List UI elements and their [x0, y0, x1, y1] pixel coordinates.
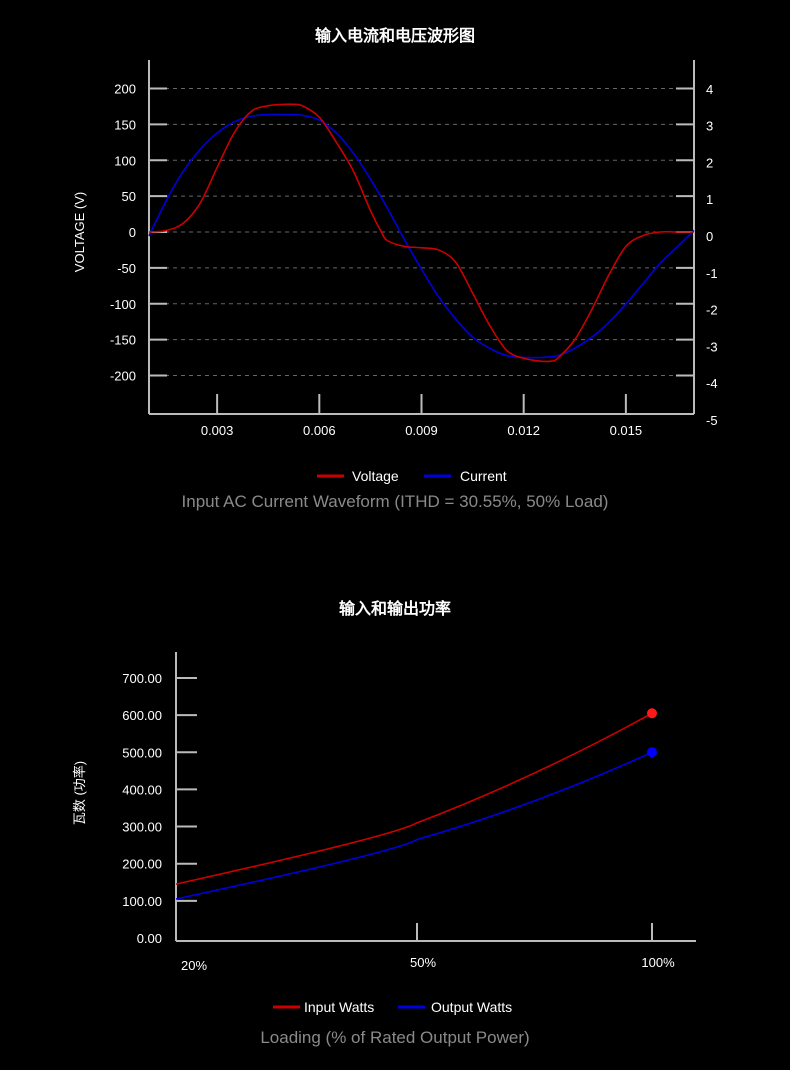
- y-axis-label: 瓦数 (功率): [72, 761, 87, 825]
- y2-tick-label: -4: [706, 376, 718, 391]
- y-tick-label: 100.00: [122, 894, 162, 909]
- legend-current-label: Current: [460, 468, 507, 484]
- waveform-chart: 200 150 100 50 0 -50 -100 -150 -200 4 3 2 1 0 -1 -2 -3 -4…: [72, 60, 718, 484]
- y-tick-label: 50: [122, 189, 136, 204]
- y-tick-label: -50: [117, 261, 136, 276]
- output-watts-end-marker: [647, 747, 657, 758]
- y2-tick-label: 0: [706, 229, 713, 244]
- y-tick-label: -100: [110, 297, 136, 312]
- y2-tick-label: -1: [706, 266, 718, 281]
- y-tick-label: 300.00: [122, 820, 162, 835]
- legend-output-label: Output Watts: [431, 999, 512, 1015]
- y-tick-label: 400.00: [122, 782, 162, 797]
- input-watts-end-marker: [647, 708, 657, 719]
- x-tick-label: 0.012: [507, 423, 540, 438]
- voltage-series-line: [148, 103, 694, 363]
- y-tick-label: 200.00: [122, 857, 162, 872]
- y-tick-label: 0: [129, 225, 136, 240]
- x-tick-label: 20%: [181, 958, 207, 973]
- y-tick-label: 150: [114, 117, 136, 132]
- x-tick-label: 50%: [410, 955, 436, 970]
- x-tick-label: 0.015: [610, 423, 643, 438]
- legend-input-label: Input Watts: [304, 999, 374, 1015]
- y2-tick-label: 3: [706, 119, 713, 134]
- y-tick-label: 200: [114, 82, 136, 97]
- y2-tick-label: 1: [706, 192, 713, 207]
- current-series-line: [148, 113, 695, 359]
- y2-tick-label: 4: [706, 82, 713, 97]
- y-axis-label: VOLTAGE (V): [72, 192, 87, 272]
- y2-tick-label: 2: [706, 155, 713, 170]
- y-tick-label: 600.00: [122, 708, 162, 723]
- output-watts-series-line: [175, 751, 653, 900]
- y-tick-label: 100: [114, 153, 136, 168]
- x-tick-label: 0.003: [201, 423, 234, 438]
- waveform-chart-title: 输入电流和电压波形图: [314, 26, 475, 45]
- y2-tick-label: -5: [706, 413, 718, 428]
- y2-tick-label: -3: [706, 339, 718, 354]
- power-chart-title: 输入和输出功率: [338, 599, 451, 618]
- legend: Voltage Current: [317, 468, 507, 484]
- power-caption: Loading (% of Rated Output Power): [260, 1028, 530, 1047]
- legend-voltage-label: Voltage: [352, 468, 399, 484]
- y-tick-label: 500.00: [122, 745, 162, 760]
- y2-tick-label: -2: [706, 303, 718, 318]
- power-chart: 700.00 600.00 500.00 400.00 300.00 200.00 100.…: [72, 652, 696, 1015]
- y-tick-label: -150: [110, 333, 136, 348]
- waveform-caption: Input AC Current Waveform (ITHD = 30.55%…: [181, 492, 609, 511]
- input-watts-series-line: [175, 712, 653, 885]
- x-tick-label: 0.009: [405, 423, 438, 438]
- y-tick-label: 700.00: [122, 671, 162, 686]
- y-tick-label: -200: [110, 369, 136, 384]
- legend: Input Watts Output Watts: [273, 999, 512, 1015]
- x-tick-label: 0.006: [303, 423, 336, 438]
- x-tick-label: 100%: [641, 955, 675, 970]
- y-tick-label: 0.00: [137, 931, 162, 946]
